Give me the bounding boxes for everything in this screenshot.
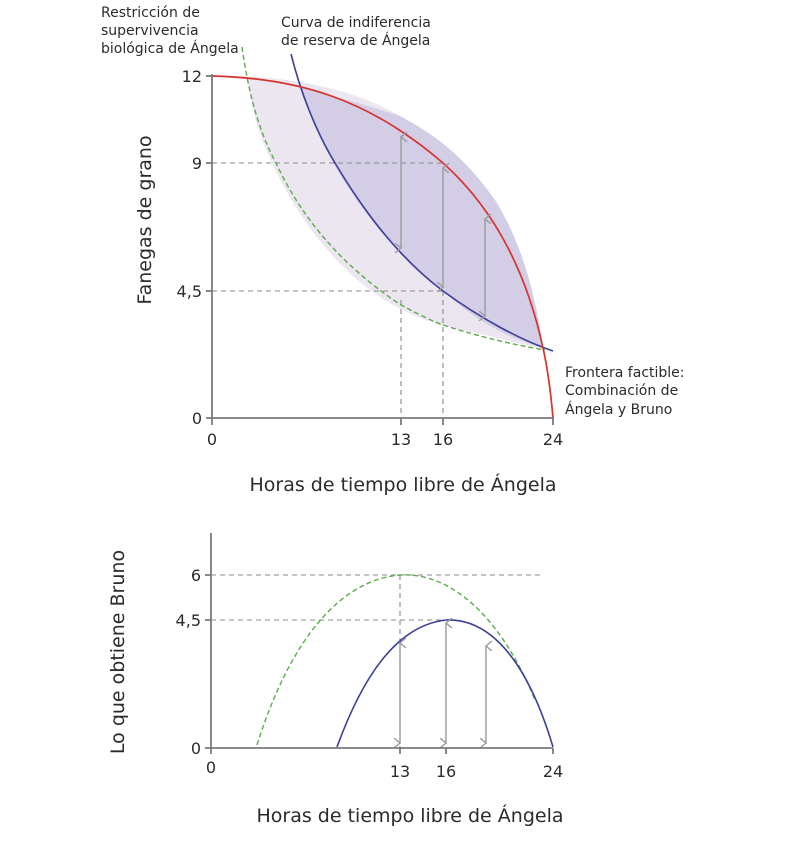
bottom-xtick-0: 0 bbox=[206, 758, 216, 777]
bottom-axes bbox=[205, 533, 554, 754]
xtick-16: 16 bbox=[433, 430, 453, 449]
bottom-y-axis-title: Lo que obtiene Bruno bbox=[107, 550, 129, 754]
ytick-4-5: 4,5 bbox=[177, 282, 202, 301]
bottom-xtick-16: 16 bbox=[436, 762, 456, 781]
survival-surplus-curve bbox=[256, 574, 536, 746]
svg-text:de reserva de Ángela: de reserva de Ángela bbox=[281, 32, 430, 49]
svg-text:Curva de indiferencia: Curva de indiferencia bbox=[281, 15, 431, 31]
bottom-guide-lines bbox=[211, 574, 542, 748]
bottom-ytick-6: 6 bbox=[191, 566, 201, 585]
survival-annotation: Restricción de supervivencia biológica d… bbox=[101, 5, 239, 57]
bottom-surplus-arrows bbox=[400, 623, 486, 743]
xtick-0: 0 bbox=[207, 430, 217, 449]
bottom-ytick-0: 0 bbox=[191, 739, 201, 758]
ytick-9: 9 bbox=[192, 154, 202, 173]
svg-text:biológica de Ángela: biológica de Ángela bbox=[101, 40, 239, 57]
bottom-ytick-4-5: 4,5 bbox=[176, 611, 201, 630]
top-y-axis-title: Fanegas de grano bbox=[134, 135, 156, 304]
svg-text:Combinación de: Combinación de bbox=[565, 383, 678, 399]
reservation-surplus-curve bbox=[336, 619, 554, 748]
svg-text:supervivencia: supervivencia bbox=[101, 23, 199, 39]
top-axes bbox=[206, 74, 554, 425]
feasible-frontier-curve bbox=[211, 75, 554, 419]
frontier-annotation: Frontera factible: Combinación de Ángela… bbox=[565, 365, 685, 418]
indifference-curve bbox=[290, 53, 554, 352]
svg-text:Restricción de: Restricción de bbox=[101, 5, 200, 21]
bottom-x-axis-title: Horas de tiempo libre de Ángela bbox=[257, 804, 564, 827]
surplus-arrows bbox=[401, 137, 485, 316]
bottom-xtick-13: 13 bbox=[390, 762, 410, 781]
top-x-axis-title: Horas de tiempo libre de Ángela bbox=[250, 473, 557, 496]
svg-text:Ángela y Bruno: Ángela y Bruno bbox=[565, 401, 672, 418]
xtick-24: 24 bbox=[543, 430, 563, 449]
ytick-12: 12 bbox=[182, 67, 202, 86]
ytick-0: 0 bbox=[192, 409, 202, 428]
survival-constraint-curve bbox=[241, 46, 546, 351]
bottom-xtick-24: 24 bbox=[543, 762, 563, 781]
top-chart: 12 9 4,5 0 0 13 16 24 Horas de tiempo li… bbox=[101, 5, 685, 496]
xtick-13: 13 bbox=[391, 430, 411, 449]
bottom-chart: 6 4,5 0 0 13 16 24 Horas de tiempo libre… bbox=[107, 533, 564, 827]
indifference-annotation: Curva de indiferencia de reserva de Ánge… bbox=[281, 15, 431, 49]
svg-text:Frontera factible:: Frontera factible: bbox=[565, 365, 685, 381]
